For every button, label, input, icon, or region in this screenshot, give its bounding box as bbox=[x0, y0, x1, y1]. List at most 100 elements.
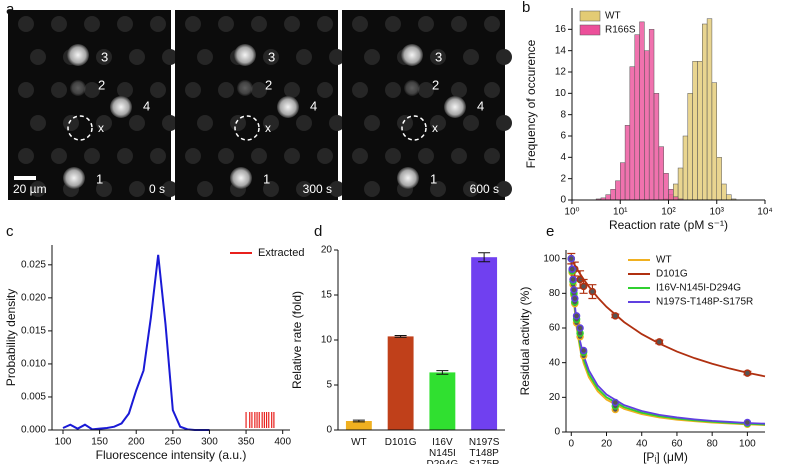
empty-well bbox=[234, 115, 260, 141]
data-point bbox=[576, 324, 584, 332]
spot-label: 3 bbox=[268, 49, 275, 64]
y-tick-label: 14 bbox=[555, 45, 567, 56]
y-tick-label: 20 bbox=[549, 392, 561, 403]
x-tick-label: 200 bbox=[128, 437, 145, 448]
y-tick-label: 60 bbox=[549, 323, 561, 334]
x-tick-label: 300 bbox=[201, 437, 218, 448]
scale-bar bbox=[14, 176, 36, 180]
background-well bbox=[51, 82, 67, 98]
y-tick-label: 0 bbox=[554, 427, 560, 438]
histogram-bar bbox=[687, 93, 693, 201]
background-well bbox=[263, 49, 279, 65]
panel-label: a bbox=[6, 1, 15, 18]
background-well bbox=[364, 181, 380, 197]
background-well bbox=[418, 16, 434, 32]
y-tick-label: 0.015 bbox=[21, 326, 46, 337]
background-well bbox=[30, 181, 46, 197]
spot-label: 3 bbox=[101, 49, 108, 64]
background-well bbox=[296, 115, 312, 131]
histogram-bar bbox=[634, 34, 640, 201]
x-tick-label: 10⁰ bbox=[564, 207, 579, 218]
axis-frame bbox=[571, 8, 765, 201]
background-well bbox=[352, 82, 368, 98]
x-tick-label: I16VN145ID294G bbox=[427, 437, 459, 464]
x-tick-label: 400 bbox=[274, 437, 291, 448]
bead bbox=[67, 44, 89, 66]
background-well bbox=[63, 115, 79, 131]
histogram-bar bbox=[620, 162, 626, 201]
y-tick-label: 2 bbox=[560, 173, 566, 184]
background-well bbox=[496, 181, 512, 197]
empty-marker: x bbox=[265, 121, 271, 135]
background-well bbox=[185, 16, 201, 32]
x-tick-label: 10¹ bbox=[613, 207, 628, 218]
y-tick-label: 16 bbox=[555, 24, 567, 35]
background-well bbox=[18, 82, 34, 98]
background-well bbox=[352, 16, 368, 32]
micrograph: 3 2 4 1 x 300 s bbox=[175, 10, 345, 200]
background-well bbox=[51, 148, 67, 164]
histogram-bar bbox=[702, 23, 708, 201]
empty-marker: x bbox=[432, 121, 438, 135]
data-point bbox=[579, 282, 588, 291]
histogram-bar bbox=[716, 157, 722, 201]
background-well bbox=[96, 115, 112, 131]
background-well bbox=[385, 16, 401, 32]
background-well bbox=[129, 115, 145, 131]
background-well bbox=[463, 49, 479, 65]
panel-label: d bbox=[314, 223, 322, 240]
data-point bbox=[579, 346, 588, 355]
legend-label: N197S-T148P-S175R bbox=[656, 297, 753, 308]
x-tick-label: 250 bbox=[164, 437, 181, 448]
axis-frame bbox=[51, 245, 290, 431]
bead bbox=[237, 80, 253, 96]
histogram-bar bbox=[721, 183, 727, 201]
background-well bbox=[317, 148, 333, 164]
y-axis-title: Frequency of occurence bbox=[524, 39, 538, 168]
x-tick-label: 10³ bbox=[710, 207, 725, 218]
y-tick-label: 6 bbox=[560, 131, 566, 142]
histogram-bar bbox=[610, 189, 616, 201]
background-well bbox=[463, 181, 479, 197]
y-tick-label: 4 bbox=[560, 152, 566, 163]
background-well bbox=[430, 115, 446, 131]
histogram-bar bbox=[663, 173, 669, 201]
x-tick-label: D101G bbox=[385, 437, 417, 448]
bead bbox=[277, 96, 299, 118]
background-well bbox=[162, 115, 178, 131]
data-point bbox=[568, 265, 576, 273]
histogram-bar bbox=[615, 180, 621, 201]
histogram-bar bbox=[682, 135, 689, 201]
background-well bbox=[185, 148, 201, 164]
background-well bbox=[117, 82, 133, 98]
background-well bbox=[484, 82, 500, 98]
background-well bbox=[117, 148, 133, 164]
empty-well bbox=[67, 115, 93, 141]
y-axis-title: Residual activity (%) bbox=[518, 287, 532, 396]
data-point bbox=[655, 338, 664, 346]
x-axis-title: Fluorescence intensity (a.u.) bbox=[96, 448, 247, 462]
histogram-bar bbox=[726, 194, 732, 201]
spot-label: 1 bbox=[96, 171, 103, 186]
panel-label: c bbox=[6, 223, 14, 240]
bead bbox=[234, 44, 256, 66]
histogram-bar bbox=[668, 189, 674, 201]
x-tick-label: N197ST148PS175R bbox=[469, 437, 500, 464]
spot-label: 3 bbox=[435, 49, 442, 64]
error-bar bbox=[478, 252, 491, 263]
bead bbox=[63, 167, 85, 189]
y-tick-label: 0.000 bbox=[21, 425, 46, 436]
error-bar bbox=[352, 419, 365, 423]
bar bbox=[345, 421, 372, 430]
y-tick-label: 0.025 bbox=[21, 259, 46, 270]
background-well bbox=[484, 16, 500, 32]
background-well bbox=[51, 16, 67, 32]
y-tick-label: 15 bbox=[321, 290, 333, 301]
data-point bbox=[571, 294, 579, 303]
background-well bbox=[284, 148, 300, 164]
x-tick-label: 40 bbox=[636, 439, 648, 450]
background-well bbox=[397, 115, 413, 131]
background-well bbox=[84, 148, 100, 164]
background-well bbox=[385, 148, 401, 164]
background-well bbox=[329, 181, 345, 197]
